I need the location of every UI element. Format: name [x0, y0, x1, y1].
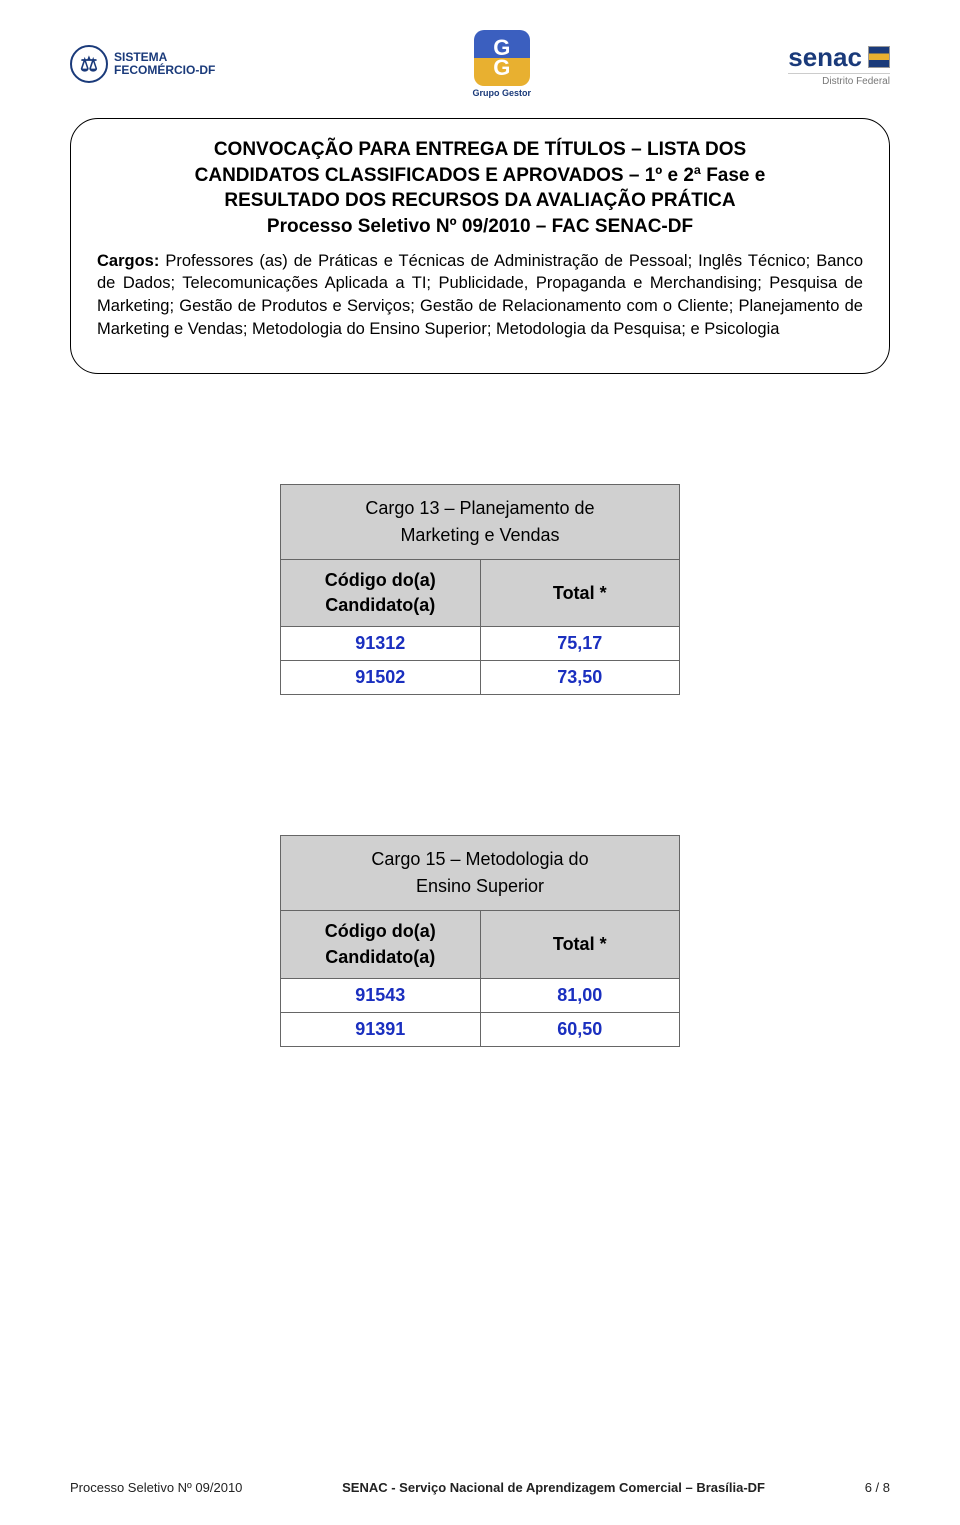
candidate-total: 60,50 [480, 1012, 680, 1046]
candidate-total: 73,50 [480, 661, 680, 695]
logo-grupo-gestor: GG Grupo Gestor [473, 30, 532, 98]
candidate-code: 91502 [281, 661, 481, 695]
grupo-gestor-icon: GG [474, 30, 530, 86]
table-cargo-15: Cargo 15 – Metodologia do Ensino Superio… [280, 835, 680, 1046]
candidate-code: 91543 [281, 978, 481, 1012]
table-title: Cargo 13 – Planejamento de Marketing e V… [281, 485, 680, 560]
page-header: ⚖ SISTEMA FECOMÉRCIO-DF GG Grupo Gestor … [70, 30, 890, 98]
col-header-line: Código do(a) [325, 570, 436, 590]
table-col-header: Código do(a) Candidato(a) [281, 560, 481, 627]
logo-senac: senac Distrito Federal [788, 42, 890, 87]
table-row: 91312 75,17 [281, 627, 680, 661]
senac-sub-text: Distrito Federal [788, 73, 890, 87]
candidate-total: 81,00 [480, 978, 680, 1012]
page-footer: Processo Seletivo Nº 09/2010 SENAC - Ser… [70, 1480, 890, 1495]
announcement-title-line: CONVOCAÇÃO PARA ENTREGA DE TÍTULOS – LIS… [214, 139, 746, 160]
table-col-header: Código do(a) Candidato(a) [281, 911, 481, 978]
announcement-box: CONVOCAÇÃO PARA ENTREGA DE TÍTULOS – LIS… [70, 118, 890, 374]
fecomercio-icon: ⚖ [70, 45, 108, 83]
announcement-title-line: Processo Seletivo Nº 09/2010 – FAC SENAC… [267, 216, 693, 237]
announcement-title: CONVOCAÇÃO PARA ENTREGA DE TÍTULOS – LIS… [97, 137, 863, 240]
footer-page-number: 6 / 8 [865, 1480, 890, 1495]
col-header-line: Candidato(a) [325, 947, 435, 967]
announcement-title-line: RESULTADO DOS RECURSOS DA AVALIAÇÃO PRÁT… [224, 190, 735, 211]
footer-left: Processo Seletivo Nº 09/2010 [70, 1480, 242, 1495]
candidate-code: 91312 [281, 627, 481, 661]
candidate-total: 75,17 [480, 627, 680, 661]
table-title-line: Ensino Superior [416, 876, 544, 896]
table-title-line: Cargo 13 – Planejamento de [365, 498, 594, 518]
senac-brand-text: senac [788, 42, 862, 73]
table-title-line: Marketing e Vendas [400, 525, 559, 545]
table-cargo-13: Cargo 13 – Planejamento de Marketing e V… [280, 484, 680, 695]
table-title: Cargo 15 – Metodologia do Ensino Superio… [281, 836, 680, 911]
logo-left-line2: FECOMÉRCIO-DF [114, 64, 215, 77]
col-header-line: Código do(a) [325, 921, 436, 941]
table-row: 91502 73,50 [281, 661, 680, 695]
footer-mid: SENAC - Serviço Nacional de Aprendizagem… [342, 1480, 765, 1495]
logo-center-caption: Grupo Gestor [473, 88, 532, 98]
col-header-line: Candidato(a) [325, 595, 435, 615]
candidate-code: 91391 [281, 1012, 481, 1046]
table-col-header: Total * [480, 560, 680, 627]
announcement-body: Cargos: Professores (as) de Práticas e T… [97, 250, 863, 341]
table-row: 91543 81,00 [281, 978, 680, 1012]
senac-flag-icon [868, 46, 890, 68]
announcement-title-line: CANDIDATOS CLASSIFICADOS E APROVADOS – 1… [195, 165, 766, 186]
table-title-line: Cargo 15 – Metodologia do [371, 849, 588, 869]
table-col-header: Total * [480, 911, 680, 978]
logo-fecomercio: ⚖ SISTEMA FECOMÉRCIO-DF [70, 45, 215, 83]
announcement-body-text: Professores (as) de Práticas e Técnicas … [97, 252, 863, 338]
announcement-body-label: Cargos: [97, 252, 159, 270]
table-row: 91391 60,50 [281, 1012, 680, 1046]
